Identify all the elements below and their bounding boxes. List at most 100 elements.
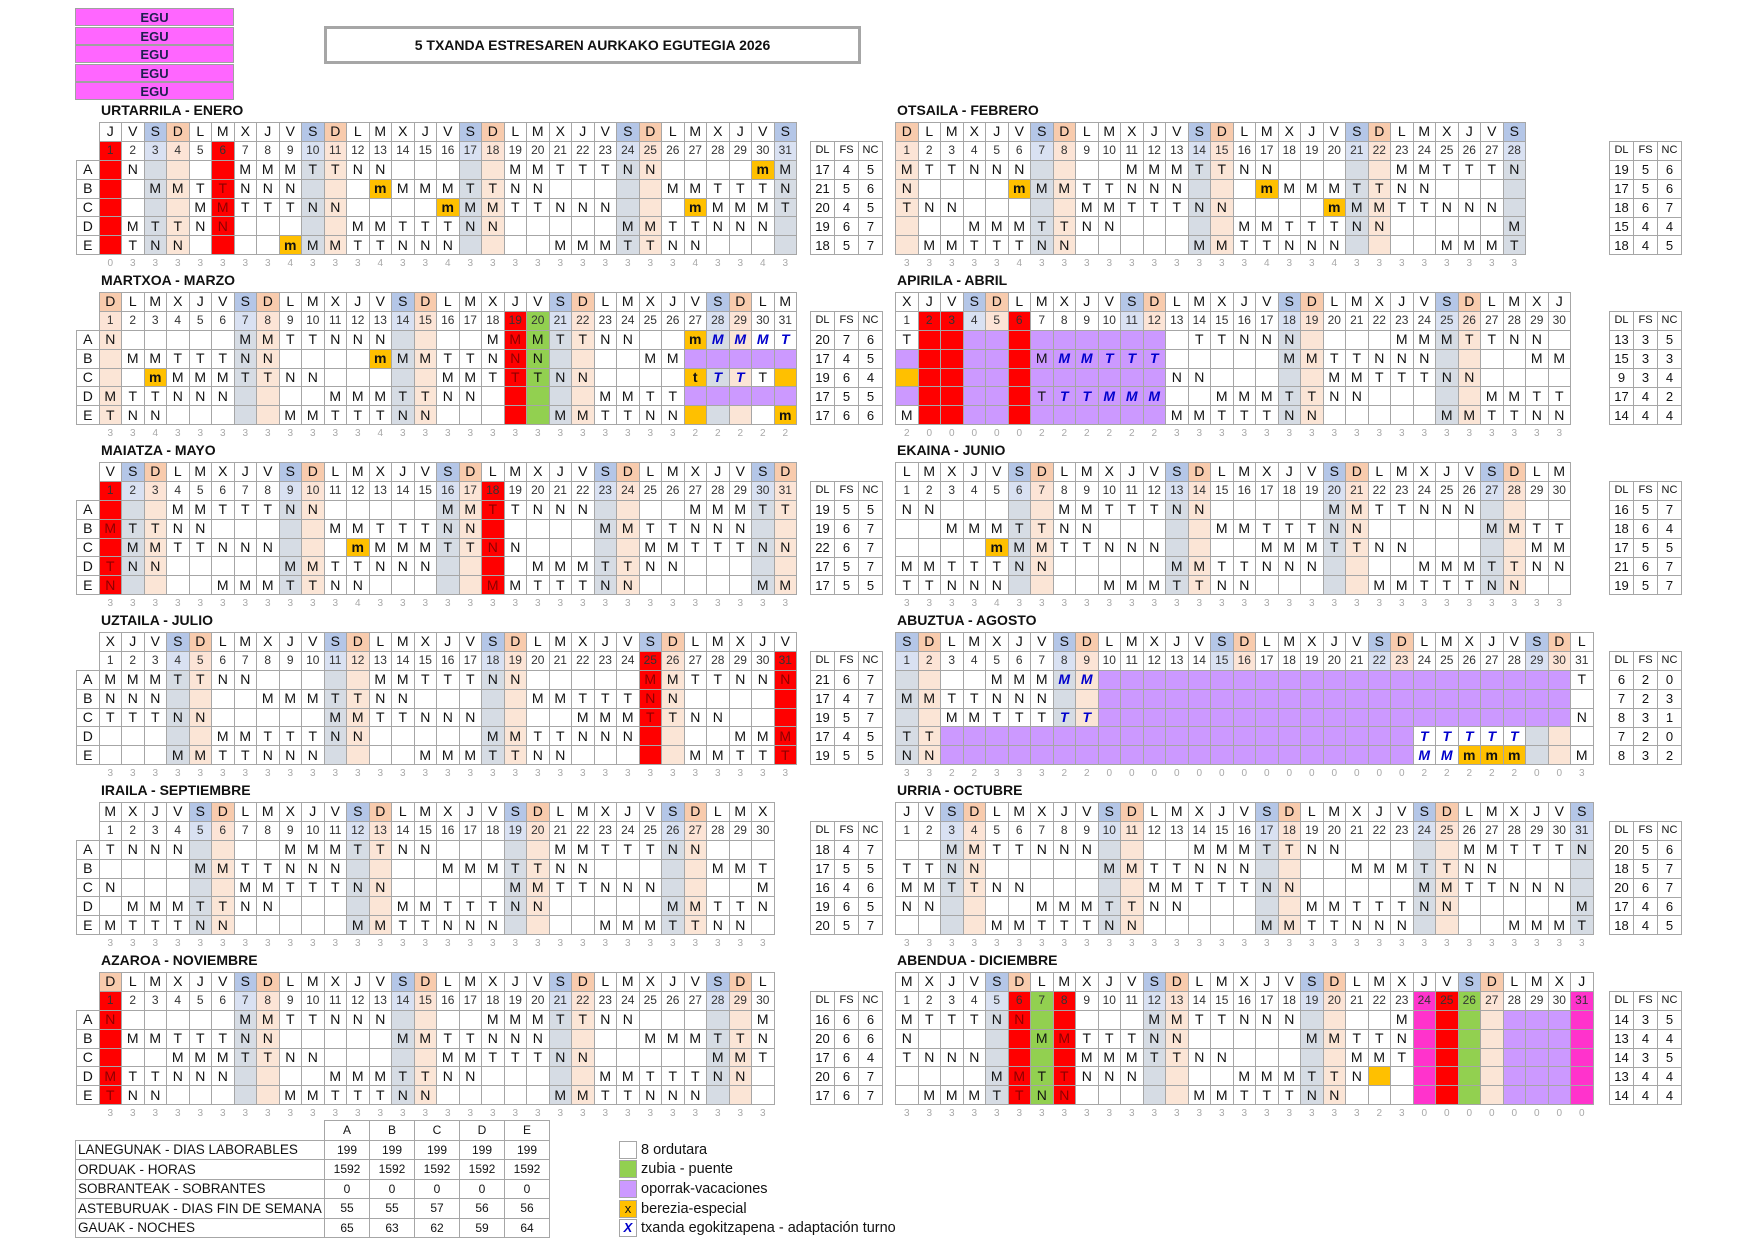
shift-cell[interactable]: M — [1142, 159, 1166, 180]
shift-cell[interactable]: M — [1570, 745, 1594, 766]
shift-cell[interactable] — [143, 726, 167, 747]
shift-cell[interactable]: M — [548, 235, 572, 256]
shift-cell[interactable]: M — [1075, 348, 1099, 369]
shift-cell[interactable]: N — [188, 386, 212, 407]
shift-cell[interactable] — [661, 159, 685, 180]
shift-cell[interactable]: M — [661, 669, 685, 690]
shift-cell[interactable] — [1075, 329, 1099, 350]
shift-cell[interactable] — [1277, 1047, 1301, 1068]
shift-cell[interactable] — [571, 216, 595, 237]
shift-cell[interactable] — [98, 896, 122, 917]
shift-cell[interactable] — [1390, 518, 1414, 539]
shift-cell[interactable]: N — [1165, 896, 1189, 917]
shift-cell[interactable]: M — [1502, 915, 1526, 936]
shift-cell[interactable]: T — [917, 1009, 941, 1030]
shift-cell[interactable] — [1525, 858, 1549, 879]
shift-cell[interactable] — [773, 707, 797, 728]
shift-cell[interactable] — [211, 1009, 235, 1030]
shift-cell[interactable]: T — [895, 1047, 919, 1068]
shift-cell[interactable] — [121, 197, 145, 218]
shift-cell[interactable]: N — [1480, 575, 1504, 596]
shift-cell[interactable] — [166, 858, 190, 879]
shift-cell[interactable]: N — [481, 348, 505, 369]
shift-cell[interactable]: N — [346, 877, 370, 898]
shift-cell[interactable] — [413, 1047, 437, 1068]
shift-cell[interactable] — [1187, 216, 1211, 237]
shift-cell[interactable]: N — [728, 518, 752, 539]
shift-cell[interactable] — [683, 1047, 707, 1068]
shift-cell[interactable] — [323, 537, 347, 558]
shift-cell[interactable]: M — [1075, 499, 1099, 520]
shift-cell[interactable] — [1412, 1085, 1436, 1106]
shift-cell[interactable] — [458, 405, 482, 426]
shift-cell[interactable]: T — [1435, 858, 1459, 879]
shift-cell[interactable] — [98, 367, 122, 388]
shift-cell[interactable]: N — [1142, 896, 1166, 917]
shift-cell[interactable]: M — [1210, 518, 1234, 539]
shift-cell[interactable]: T — [895, 329, 919, 350]
shift-cell[interactable] — [1052, 858, 1076, 879]
shift-cell[interactable]: M — [1052, 348, 1076, 369]
shift-cell[interactable]: T — [143, 386, 167, 407]
shift-cell[interactable]: M — [1277, 178, 1301, 199]
shift-cell[interactable] — [391, 367, 415, 388]
shift-cell[interactable]: N — [706, 915, 730, 936]
shift-cell[interactable]: T — [751, 745, 775, 766]
shift-cell[interactable] — [1097, 669, 1121, 690]
shift-cell[interactable] — [895, 669, 919, 690]
shift-cell[interactable]: M — [98, 669, 122, 690]
shift-cell[interactable] — [166, 405, 190, 426]
shift-cell[interactable] — [1547, 688, 1571, 709]
shift-cell[interactable]: N — [1007, 688, 1031, 709]
shift-cell[interactable]: M — [481, 1009, 505, 1030]
shift-cell[interactable] — [1120, 1085, 1144, 1106]
shift-cell[interactable]: M — [1547, 348, 1571, 369]
shift-cell[interactable] — [1412, 405, 1436, 426]
shift-cell[interactable]: M — [1075, 896, 1099, 917]
shift-cell[interactable] — [985, 405, 1009, 426]
shift-cell[interactable]: M — [985, 669, 1009, 690]
shift-cell[interactable]: M — [368, 915, 392, 936]
shift-cell[interactable]: N — [985, 575, 1009, 596]
shift-cell[interactable] — [1547, 575, 1571, 596]
shift-cell[interactable]: T — [571, 877, 595, 898]
shift-cell[interactable]: M — [1367, 197, 1391, 218]
shift-cell[interactable] — [503, 386, 527, 407]
shift-cell[interactable] — [1187, 688, 1211, 709]
shift-cell[interactable]: M — [188, 367, 212, 388]
shift-cell[interactable]: M — [211, 367, 235, 388]
shift-cell[interactable] — [233, 1085, 257, 1106]
shift-cell[interactable] — [1277, 707, 1301, 728]
shift-cell[interactable] — [1300, 858, 1324, 879]
shift-cell[interactable]: T — [1412, 197, 1436, 218]
shift-cell[interactable]: N — [751, 537, 775, 558]
shift-cell[interactable]: N — [616, 1009, 640, 1030]
shift-cell[interactable] — [391, 1047, 415, 1068]
shift-cell[interactable] — [985, 329, 1009, 350]
shift-cell[interactable]: N — [211, 915, 235, 936]
shift-cell[interactable]: T — [1210, 556, 1234, 577]
shift-cell[interactable]: M — [1030, 348, 1054, 369]
shift-cell[interactable] — [1187, 745, 1211, 766]
shift-cell[interactable] — [166, 1085, 190, 1106]
shift-cell[interactable] — [1210, 1028, 1234, 1049]
shift-cell[interactable]: T — [211, 896, 235, 917]
shift-cell[interactable]: m — [751, 159, 775, 180]
shift-cell[interactable]: T — [1345, 537, 1369, 558]
shift-cell[interactable] — [143, 745, 167, 766]
shift-cell[interactable]: M — [1345, 1047, 1369, 1068]
shift-cell[interactable]: T — [1232, 556, 1256, 577]
shift-cell[interactable] — [1142, 688, 1166, 709]
shift-cell[interactable]: M — [548, 405, 572, 426]
shift-cell[interactable]: M — [728, 197, 752, 218]
shift-cell[interactable] — [728, 1009, 752, 1030]
shift-cell[interactable]: T — [1457, 329, 1481, 350]
shift-cell[interactable] — [1052, 1009, 1076, 1030]
shift-cell[interactable]: M — [413, 537, 437, 558]
shift-cell[interactable] — [940, 348, 964, 369]
shift-cell[interactable]: M — [391, 178, 415, 199]
shift-cell[interactable]: T — [917, 858, 941, 879]
shift-cell[interactable]: N — [1390, 178, 1414, 199]
shift-cell[interactable]: T — [895, 197, 919, 218]
shift-cell[interactable]: N — [526, 1028, 550, 1049]
